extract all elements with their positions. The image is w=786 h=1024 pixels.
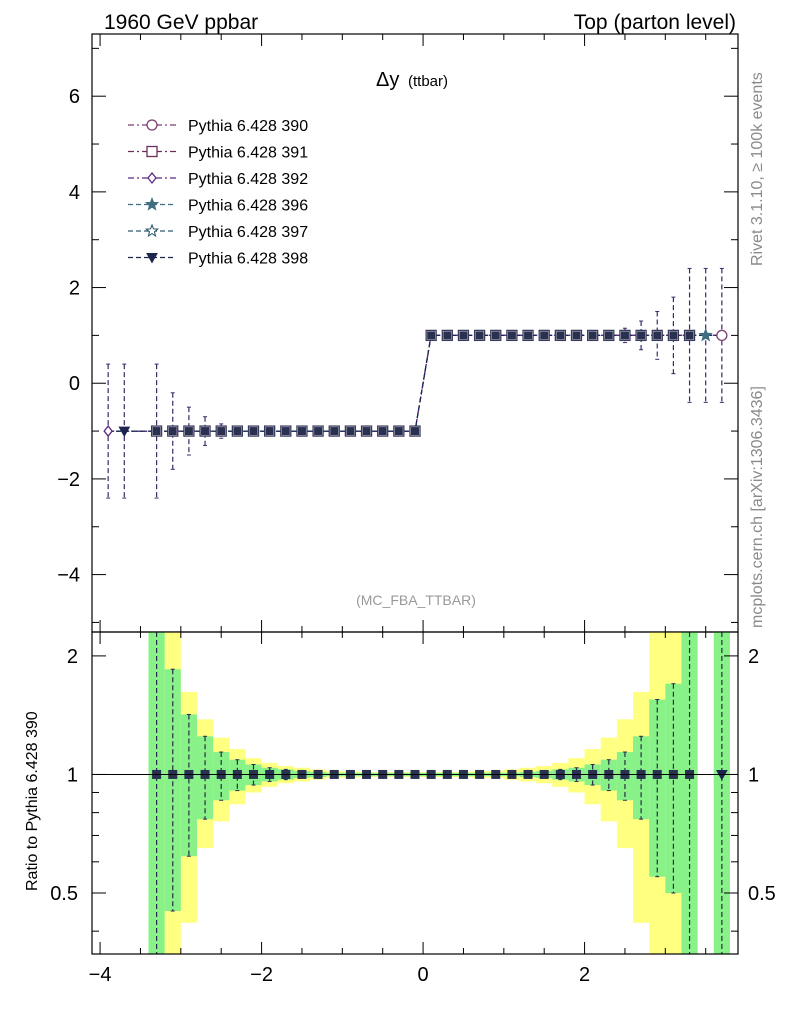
data-point-fill xyxy=(507,331,516,340)
main-title: Δy xyxy=(376,69,399,91)
ratio-ytick-label-right: 1 xyxy=(748,764,759,786)
series-line xyxy=(108,334,722,432)
data-point-fill xyxy=(427,331,436,340)
legend-label: Pythia 6.428 396 xyxy=(188,198,308,215)
legend-marker xyxy=(146,119,158,131)
data-point-fill xyxy=(152,427,161,436)
data-point-fill xyxy=(491,331,500,340)
data-point-fill xyxy=(443,331,452,340)
ratio-plot: −4 −2 0 2 0.5 0.5 1 1 2 2 Ratio to Pythia 6.428 3… xyxy=(24,631,776,986)
ratio-bands xyxy=(148,632,730,954)
rivet-label: Rivet 3.1.10, ≥ 100k events xyxy=(749,72,766,266)
ratio-frame xyxy=(91,631,739,955)
data-point-fill xyxy=(588,331,597,340)
legend-marker xyxy=(146,145,158,158)
series-line xyxy=(108,334,722,432)
series-line xyxy=(108,334,722,432)
data-point-fill xyxy=(346,427,355,436)
data-point-fill xyxy=(201,427,210,436)
legend-label: Pythia 6.428 397 xyxy=(188,224,308,241)
ratio-xtick-label: −4 xyxy=(89,964,112,986)
ratio-xtick-label: 0 xyxy=(418,964,429,986)
main-ytick-label: 2 xyxy=(69,278,80,300)
data-point-fill xyxy=(265,427,274,436)
data-point xyxy=(103,425,113,438)
main-title-sub: (ttbar) xyxy=(408,73,448,90)
data-point-fill xyxy=(233,427,242,436)
data-point-fill xyxy=(362,427,371,436)
main-ytick-label: 0 xyxy=(69,373,80,395)
legend-label: Pythia 6.428 392 xyxy=(188,171,308,188)
watermark: (MC_FBA_TTBAR) xyxy=(356,592,476,608)
data-point-fill xyxy=(524,331,533,340)
data-point-fill xyxy=(249,427,258,436)
data-point-fill xyxy=(669,331,678,340)
data-point-fill xyxy=(297,427,306,436)
legend-marker xyxy=(147,171,157,185)
data-point-fill xyxy=(217,427,226,436)
legend-marker xyxy=(144,223,160,238)
main-plot: −4 −2 0 2 4 6 Δy (ttbar) (MC_FBA_TTBAR) Pythi… xyxy=(57,33,739,633)
main-ytick-label: −2 xyxy=(57,469,80,491)
ratio-ytick-label: 0.5 xyxy=(50,883,78,905)
data-point-fill xyxy=(556,331,565,340)
main-axis-ticks: −4 −2 0 2 4 6 xyxy=(57,34,738,632)
data-point-fill xyxy=(168,427,177,436)
data-point-fill xyxy=(685,331,694,340)
data-point xyxy=(698,327,713,342)
main-ytick-label: 4 xyxy=(69,182,80,204)
series-line xyxy=(108,334,722,432)
data-point-fill xyxy=(475,331,484,340)
ratio-ytick-label-right: 0.5 xyxy=(748,883,776,905)
legend-marker xyxy=(146,253,158,264)
data-point-fill xyxy=(653,331,662,340)
series-line xyxy=(108,334,722,432)
ratio-xtick-label: 2 xyxy=(579,964,590,986)
data-point-fill xyxy=(330,427,339,436)
main-data-layer xyxy=(103,267,728,499)
ratio-ytick-label: 2 xyxy=(67,646,78,668)
data-point-fill xyxy=(637,331,646,340)
data-point-fill xyxy=(540,331,549,340)
legend-label: Pythia 6.428 398 xyxy=(188,251,308,268)
main-ytick-label: 6 xyxy=(69,86,80,108)
data-point-fill xyxy=(604,331,613,340)
data-point xyxy=(716,329,728,342)
header-right: Top (parton level) xyxy=(574,11,736,34)
ratio-ylabel: Ratio to Pythia 6.428 390 xyxy=(24,711,41,891)
legend-label: Pythia 6.428 390 xyxy=(188,118,308,135)
legend-label: Pythia 6.428 391 xyxy=(188,145,308,162)
data-point-fill xyxy=(281,427,290,436)
main-ytick-label: −4 xyxy=(57,565,80,587)
ratio-xtick-label: −2 xyxy=(250,964,273,986)
data-point-fill xyxy=(459,331,468,340)
ratio-ytick-label: 1 xyxy=(67,764,78,786)
header-left: 1960 GeV ppbar xyxy=(104,11,258,34)
data-point-fill xyxy=(394,427,403,436)
legend: Pythia 6.428 390 Pythia 6.428 391 Pythia 6… xyxy=(128,118,308,268)
legend-marker xyxy=(144,196,160,211)
data-point-fill xyxy=(411,427,419,436)
data-point-fill xyxy=(184,427,193,436)
data-point-fill xyxy=(572,331,581,340)
series-line xyxy=(108,334,722,432)
data-point xyxy=(118,426,131,438)
ratio-axis-ticks: −4 −2 0 2 0.5 0.5 1 1 2 2 xyxy=(50,632,776,986)
data-point-fill xyxy=(620,331,629,340)
ratio-ytick-label-right: 2 xyxy=(748,646,759,668)
mcplots-label: mcplots.cern.ch [arXiv:1306.3436] xyxy=(749,386,766,628)
data-point-fill xyxy=(378,427,387,436)
band-green xyxy=(180,714,197,857)
data-point-fill xyxy=(314,427,323,436)
